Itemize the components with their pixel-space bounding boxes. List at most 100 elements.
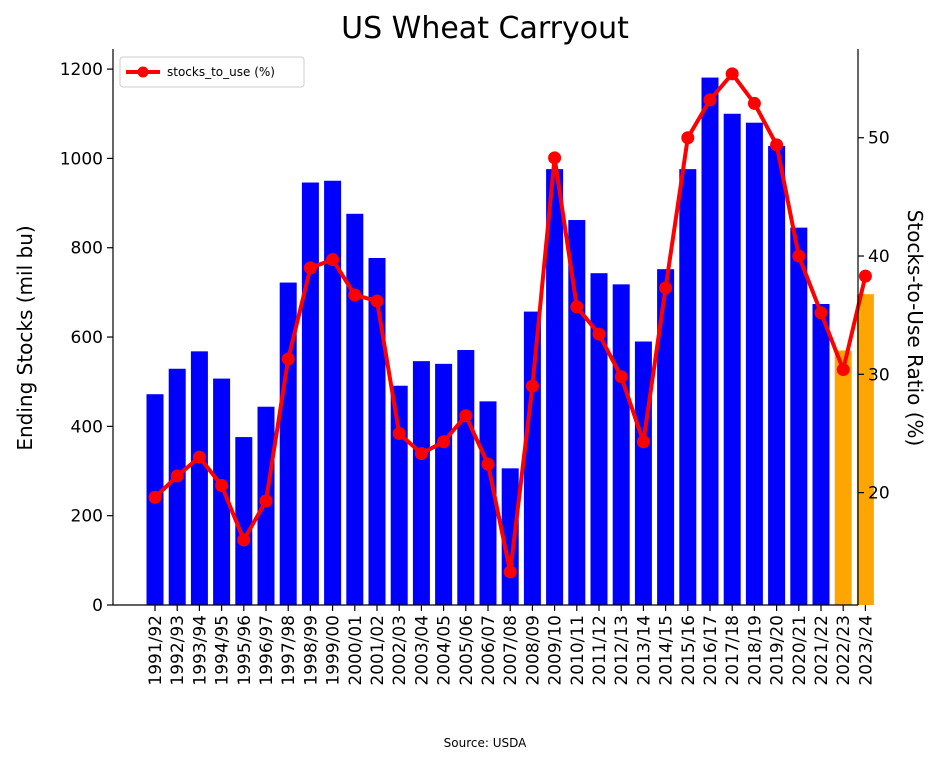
bar-1995/96 [235, 437, 253, 605]
bar-2021/22 [812, 304, 830, 605]
y-tick-label-left: 600 [71, 328, 103, 348]
x-tick-label-2007/08: 2007/08 [501, 615, 521, 686]
bar-2014/15 [657, 269, 675, 605]
line-point-1999/00 [326, 253, 340, 267]
x-tick-label-1994/95: 1994/95 [213, 615, 233, 686]
line-point-1994/95 [215, 479, 229, 493]
x-tick-label-2017/18: 2017/18 [723, 615, 743, 686]
line-point-2005/06 [459, 409, 473, 423]
x-tick-label-2023/24: 2023/24 [856, 615, 876, 686]
x-tick-label-2018/19: 2018/19 [745, 615, 765, 686]
x-tick-label-2008/09: 2008/09 [523, 615, 543, 686]
line-point-2013/14 [636, 435, 650, 449]
legend-marker-swatch [137, 66, 149, 78]
bar-2006/07 [479, 401, 497, 605]
bar-2005/06 [457, 350, 475, 605]
y-ticks-left: 0 200 400 600 800 1000 1200 [60, 60, 113, 616]
y-tick-label-left: 200 [71, 507, 103, 527]
bar-series [146, 77, 874, 606]
line-point-1996/97 [259, 494, 273, 508]
bar-1992/93 [168, 368, 186, 605]
line-point-2018/19 [747, 96, 761, 110]
line-point-2004/05 [437, 435, 451, 449]
bar-2012/13 [612, 284, 630, 605]
bar-1993/94 [190, 351, 208, 605]
y-tick-label-left: 1200 [60, 60, 103, 80]
bar-2003/04 [412, 361, 430, 605]
legend-box [119, 56, 305, 88]
x-tick-label-2020/21: 2020/21 [790, 615, 810, 686]
x-tick-label-2022/23: 2022/23 [834, 615, 854, 686]
x-tick-label-2002/03: 2002/03 [390, 615, 410, 686]
legend: stocks_to_use (%) [119, 56, 305, 88]
bar-1998/99 [301, 182, 319, 605]
line-point-2012/13 [614, 370, 628, 384]
bar-2017/18 [723, 113, 741, 605]
line-point-2003/04 [414, 447, 428, 461]
x-tick-label-1996/97: 1996/97 [257, 615, 277, 686]
x-tick-label-2001/02: 2001/02 [368, 615, 388, 686]
line-point-1998/99 [303, 261, 317, 275]
x-tick-label-1993/94: 1993/94 [190, 615, 210, 686]
y-tick-label-left: 800 [71, 239, 103, 259]
y-tick-label-right: 40 [868, 247, 890, 267]
line-point-1992/93 [170, 469, 184, 483]
bar-1999/00 [324, 180, 342, 606]
x-tick-label-1998/99: 1998/99 [301, 615, 321, 686]
axes [112, 49, 859, 606]
x-tick-label-2012/13: 2012/13 [612, 615, 632, 686]
bar-2004/05 [435, 363, 453, 605]
x-tick-label-2005/06: 2005/06 [457, 615, 477, 686]
y-tick-label-right: 20 [868, 484, 890, 504]
line-point-2019/20 [770, 138, 784, 152]
x-tick-label-2011/12: 2011/12 [590, 615, 610, 686]
y-tick-label-left: 0 [92, 596, 103, 616]
bar-2002/03 [390, 385, 408, 605]
line-point-2010/11 [570, 300, 584, 314]
bar-2010/11 [568, 220, 586, 606]
line-point-2007/08 [503, 565, 517, 579]
line-point-2001/02 [370, 294, 384, 308]
x-tick-label-1995/96: 1995/96 [235, 615, 255, 686]
bar-2019/20 [768, 145, 786, 605]
line-point-2017/18 [725, 67, 739, 81]
x-tick-label-2010/11: 2010/11 [568, 615, 588, 686]
y-axis-label-left: Ending Stocks (mil bu) [13, 225, 37, 450]
line-point-2014/15 [659, 281, 673, 295]
x-tick-label-2013/14: 2013/14 [634, 615, 654, 686]
line-point-2002/03 [392, 426, 406, 440]
bar-2013/14 [634, 341, 652, 605]
line-point-2009/10 [548, 151, 562, 165]
line-point-2023/24 [858, 269, 872, 283]
bar-2009/10 [546, 169, 564, 605]
line-point-1997/98 [281, 352, 295, 366]
line-point-1991/92 [148, 490, 162, 504]
bar-2020/21 [790, 227, 808, 605]
line-point-2006/07 [481, 457, 495, 471]
bar-2018/19 [745, 122, 763, 605]
y-tick-label-right: 50 [868, 129, 890, 149]
y-axis-label-right: Stocks-to-Use Ratio (%) [903, 210, 927, 447]
x-tick-label-2003/04: 2003/04 [412, 615, 432, 686]
line-point-2021/22 [814, 306, 828, 320]
x-tick-label-2014/15: 2014/15 [657, 615, 677, 686]
bar-2011/12 [590, 273, 608, 605]
y-ticks-right: 20 30 40 50 [858, 129, 890, 504]
x-tick-label-2019/20: 2019/20 [768, 615, 788, 686]
x-tick-label-2004/05: 2004/05 [435, 615, 455, 686]
source-note: Source: USDA [444, 736, 528, 750]
line-point-2008/09 [525, 379, 539, 393]
line-series [148, 67, 872, 579]
x-tick-label-1991/92: 1991/92 [146, 615, 166, 686]
x-tick-label-2021/22: 2021/22 [812, 615, 832, 686]
y-tick-label-left: 400 [71, 417, 103, 437]
line-point-1993/94 [192, 450, 206, 464]
x-tick-label-2006/07: 2006/07 [479, 615, 499, 686]
x-tick-label-1992/93: 1992/93 [168, 615, 188, 686]
x-tick-label-1997/98: 1997/98 [279, 615, 299, 686]
bar-2022/23 [834, 350, 852, 605]
x-tick-label-2016/17: 2016/17 [701, 615, 721, 686]
chart-title: US Wheat Carryout [341, 11, 629, 46]
y-tick-label-left: 1000 [60, 149, 103, 169]
